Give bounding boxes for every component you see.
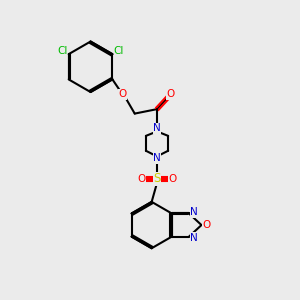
Text: N: N	[190, 233, 198, 243]
Text: O: O	[168, 174, 177, 184]
Text: N: N	[153, 124, 161, 134]
Text: S: S	[153, 172, 161, 185]
Text: O: O	[166, 89, 175, 99]
Text: O: O	[137, 174, 146, 184]
Text: O: O	[203, 220, 211, 230]
Text: Cl: Cl	[114, 46, 124, 56]
Text: O: O	[119, 89, 127, 99]
Text: Cl: Cl	[57, 46, 67, 56]
Text: N: N	[190, 207, 198, 217]
Text: N: N	[153, 153, 161, 163]
